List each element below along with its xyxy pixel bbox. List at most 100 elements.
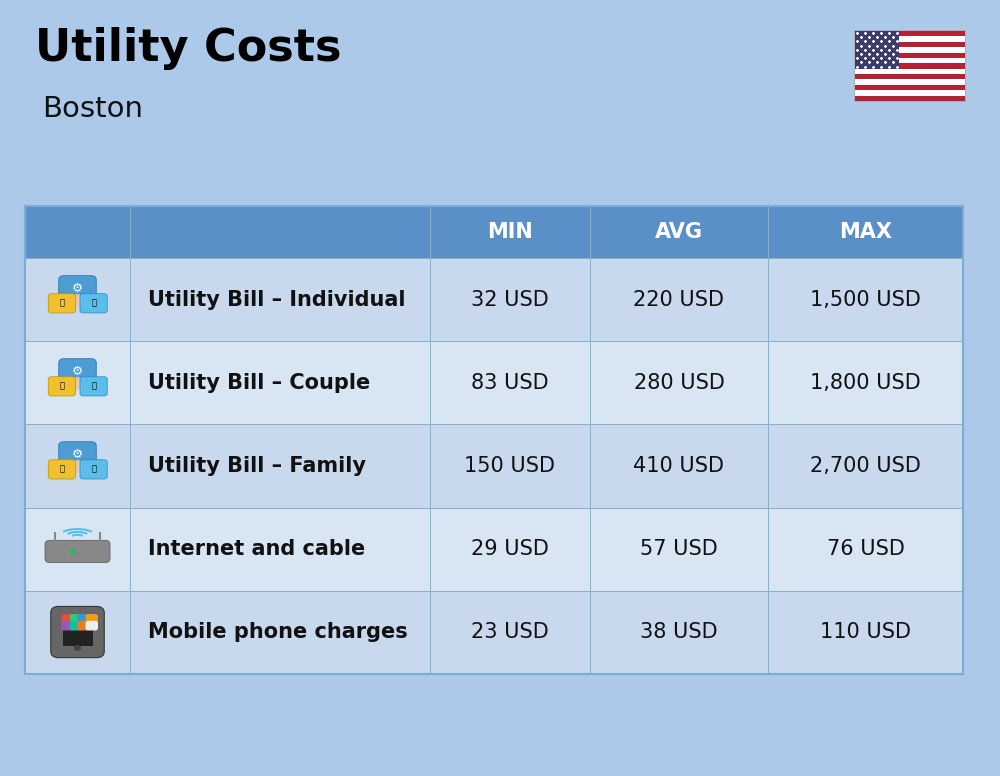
FancyBboxPatch shape bbox=[430, 424, 590, 508]
Text: 220 USD: 220 USD bbox=[634, 290, 724, 310]
FancyBboxPatch shape bbox=[855, 31, 965, 101]
FancyBboxPatch shape bbox=[855, 58, 965, 64]
FancyBboxPatch shape bbox=[855, 95, 965, 101]
FancyBboxPatch shape bbox=[130, 591, 430, 674]
FancyBboxPatch shape bbox=[80, 376, 107, 396]
FancyBboxPatch shape bbox=[130, 508, 430, 591]
FancyBboxPatch shape bbox=[80, 459, 107, 479]
FancyBboxPatch shape bbox=[855, 85, 965, 90]
FancyBboxPatch shape bbox=[590, 258, 768, 341]
FancyBboxPatch shape bbox=[48, 293, 76, 313]
FancyBboxPatch shape bbox=[25, 206, 130, 258]
FancyBboxPatch shape bbox=[855, 90, 965, 95]
Text: 🔌: 🔌 bbox=[60, 382, 64, 391]
Circle shape bbox=[74, 646, 80, 650]
FancyBboxPatch shape bbox=[25, 591, 130, 674]
Text: 83 USD: 83 USD bbox=[471, 373, 549, 393]
FancyBboxPatch shape bbox=[80, 293, 107, 313]
Text: 🔌: 🔌 bbox=[60, 299, 64, 308]
FancyBboxPatch shape bbox=[59, 359, 96, 384]
FancyBboxPatch shape bbox=[855, 36, 965, 42]
Text: MIN: MIN bbox=[487, 222, 533, 242]
FancyBboxPatch shape bbox=[855, 74, 965, 79]
Text: 76 USD: 76 USD bbox=[827, 539, 904, 559]
Text: 💧: 💧 bbox=[91, 465, 96, 474]
FancyBboxPatch shape bbox=[86, 614, 98, 624]
FancyBboxPatch shape bbox=[855, 47, 965, 53]
FancyBboxPatch shape bbox=[855, 42, 965, 47]
Text: Utility Costs: Utility Costs bbox=[35, 27, 342, 70]
FancyBboxPatch shape bbox=[62, 618, 92, 646]
Text: Internet and cable: Internet and cable bbox=[148, 539, 365, 559]
Text: 💧: 💧 bbox=[91, 382, 96, 391]
Text: 32 USD: 32 USD bbox=[471, 290, 549, 310]
FancyBboxPatch shape bbox=[130, 341, 430, 424]
Text: MAX: MAX bbox=[839, 222, 892, 242]
FancyBboxPatch shape bbox=[59, 442, 96, 467]
FancyBboxPatch shape bbox=[590, 206, 768, 258]
FancyBboxPatch shape bbox=[430, 258, 590, 341]
Text: 2,700 USD: 2,700 USD bbox=[810, 456, 921, 476]
FancyBboxPatch shape bbox=[45, 540, 110, 563]
FancyBboxPatch shape bbox=[25, 424, 130, 508]
Circle shape bbox=[70, 549, 74, 553]
FancyBboxPatch shape bbox=[130, 258, 430, 341]
FancyBboxPatch shape bbox=[768, 258, 963, 341]
FancyBboxPatch shape bbox=[430, 341, 590, 424]
Text: 110 USD: 110 USD bbox=[820, 622, 911, 642]
FancyBboxPatch shape bbox=[590, 591, 768, 674]
Text: Utility Bill – Individual: Utility Bill – Individual bbox=[148, 290, 406, 310]
FancyBboxPatch shape bbox=[130, 424, 430, 508]
Text: ⚙: ⚙ bbox=[72, 282, 83, 295]
Text: AVG: AVG bbox=[655, 222, 703, 242]
Text: 57 USD: 57 USD bbox=[640, 539, 718, 559]
FancyBboxPatch shape bbox=[855, 79, 965, 85]
FancyBboxPatch shape bbox=[855, 31, 899, 68]
FancyBboxPatch shape bbox=[590, 424, 768, 508]
FancyBboxPatch shape bbox=[768, 206, 963, 258]
Text: 1,800 USD: 1,800 USD bbox=[810, 373, 921, 393]
FancyBboxPatch shape bbox=[62, 621, 74, 630]
FancyBboxPatch shape bbox=[48, 376, 76, 396]
FancyBboxPatch shape bbox=[78, 614, 90, 624]
FancyBboxPatch shape bbox=[25, 508, 130, 591]
FancyBboxPatch shape bbox=[768, 591, 963, 674]
Text: 1,500 USD: 1,500 USD bbox=[810, 290, 921, 310]
Circle shape bbox=[70, 378, 84, 389]
Text: 38 USD: 38 USD bbox=[640, 622, 718, 642]
FancyBboxPatch shape bbox=[25, 258, 130, 341]
FancyBboxPatch shape bbox=[855, 31, 965, 36]
Text: 150 USD: 150 USD bbox=[464, 456, 556, 476]
FancyBboxPatch shape bbox=[86, 621, 98, 630]
FancyBboxPatch shape bbox=[430, 206, 590, 258]
FancyBboxPatch shape bbox=[768, 508, 963, 591]
FancyBboxPatch shape bbox=[78, 621, 90, 630]
FancyBboxPatch shape bbox=[855, 64, 965, 68]
FancyBboxPatch shape bbox=[62, 614, 74, 624]
FancyBboxPatch shape bbox=[130, 206, 430, 258]
FancyBboxPatch shape bbox=[768, 424, 963, 508]
Circle shape bbox=[70, 461, 84, 472]
FancyBboxPatch shape bbox=[590, 508, 768, 591]
Text: 🔌: 🔌 bbox=[60, 465, 64, 474]
FancyBboxPatch shape bbox=[48, 459, 76, 479]
FancyBboxPatch shape bbox=[590, 341, 768, 424]
Text: 23 USD: 23 USD bbox=[471, 622, 549, 642]
Text: ⚙: ⚙ bbox=[72, 448, 83, 461]
Text: 410 USD: 410 USD bbox=[634, 456, 724, 476]
Circle shape bbox=[70, 295, 84, 306]
FancyBboxPatch shape bbox=[51, 607, 104, 657]
Text: Utility Bill – Family: Utility Bill – Family bbox=[148, 456, 366, 476]
Text: Utility Bill – Couple: Utility Bill – Couple bbox=[148, 373, 370, 393]
Text: 💧: 💧 bbox=[91, 299, 96, 308]
FancyBboxPatch shape bbox=[59, 275, 96, 301]
FancyBboxPatch shape bbox=[25, 341, 130, 424]
FancyBboxPatch shape bbox=[70, 614, 82, 624]
Text: Boston: Boston bbox=[42, 95, 143, 123]
Text: ⚙: ⚙ bbox=[72, 365, 83, 378]
FancyBboxPatch shape bbox=[430, 591, 590, 674]
FancyBboxPatch shape bbox=[768, 341, 963, 424]
Text: 280 USD: 280 USD bbox=[634, 373, 724, 393]
FancyBboxPatch shape bbox=[70, 621, 82, 630]
Text: 29 USD: 29 USD bbox=[471, 539, 549, 559]
